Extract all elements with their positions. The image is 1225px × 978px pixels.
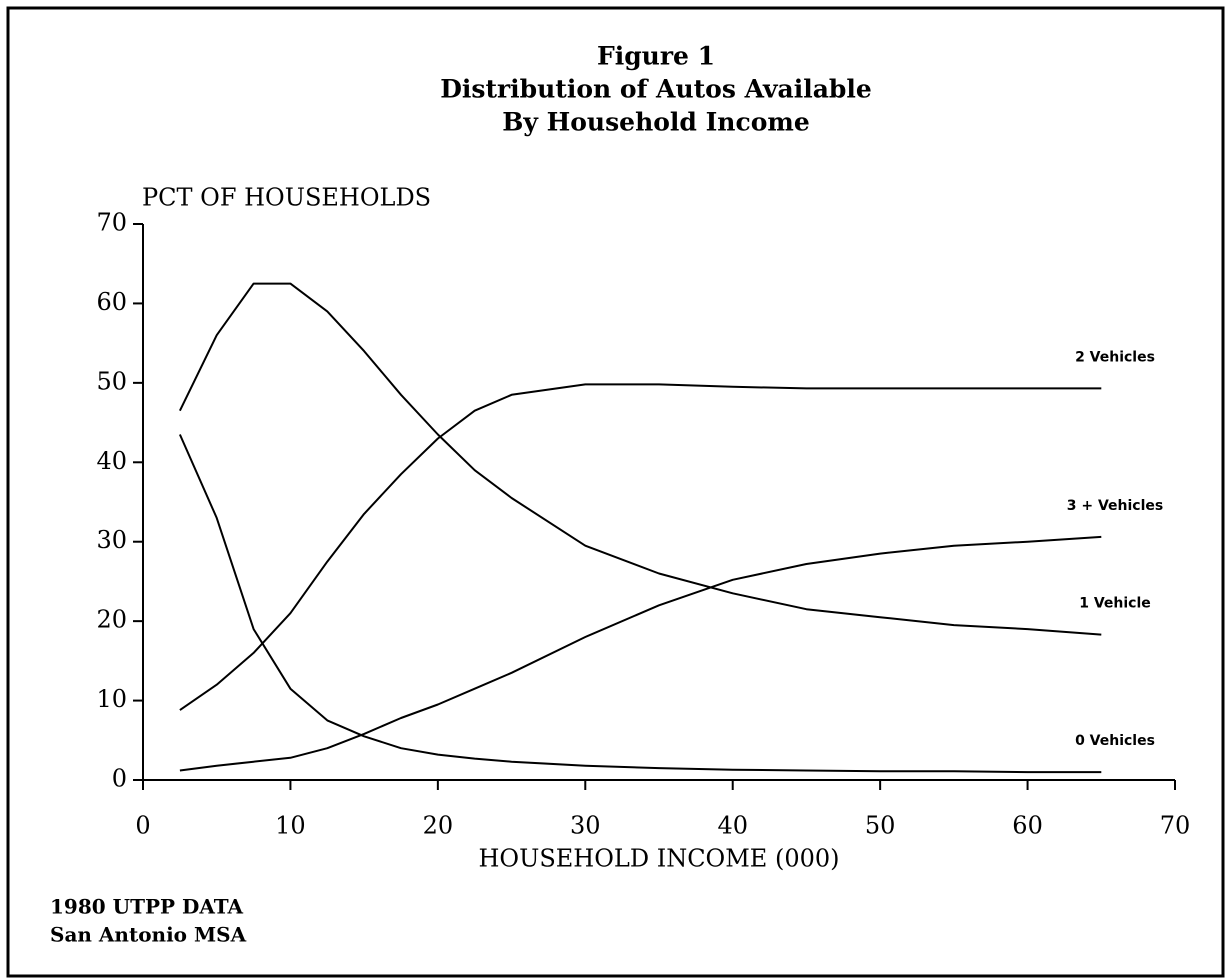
x-tick-label: 60 (1012, 812, 1043, 840)
series-line (178, 434, 1102, 774)
y-tick-label: 60 (96, 288, 127, 316)
note: San Antonio MSA (50, 923, 247, 947)
y-axis-label: PCT OF HOUSEHOLDS (142, 184, 431, 212)
series-label: 2 Vehicles (1075, 349, 1155, 365)
y-tick-label: 70 (96, 209, 127, 237)
series-label: 3 + Vehicles (1067, 498, 1163, 514)
chart-title: By Household Income (502, 108, 809, 137)
y-tick-label: 40 (96, 447, 127, 475)
series-line (179, 282, 1102, 636)
chart-title: Distribution of Autos Available (440, 75, 872, 104)
x-tick-label: 30 (570, 812, 601, 840)
y-tick-label: 30 (96, 526, 127, 554)
series-label: 0 Vehicles (1075, 733, 1155, 749)
series-label: 1 Vehicle (1079, 596, 1151, 612)
frame (6, 6, 1225, 978)
y-tick-label: 50 (96, 367, 127, 395)
x-tick-label: 10 (275, 812, 306, 840)
x-tick-label: 40 (717, 812, 748, 840)
x-tick-label: 0 (135, 812, 150, 840)
x-axis-label: HOUSEHOLD INCOME (000) (479, 845, 840, 873)
note: 1980 UTPP DATA (50, 895, 244, 919)
series-line (179, 383, 1102, 711)
y-tick-label: 0 (112, 765, 127, 793)
y-tick-label: 20 (96, 606, 127, 634)
x-tick-label: 50 (865, 812, 896, 840)
y-tick-label: 10 (96, 685, 127, 713)
x-tick-label: 20 (423, 812, 454, 840)
chart-title: Figure 1 (597, 42, 715, 71)
x-tick-label: 70 (1160, 812, 1191, 840)
series-line (179, 535, 1102, 772)
